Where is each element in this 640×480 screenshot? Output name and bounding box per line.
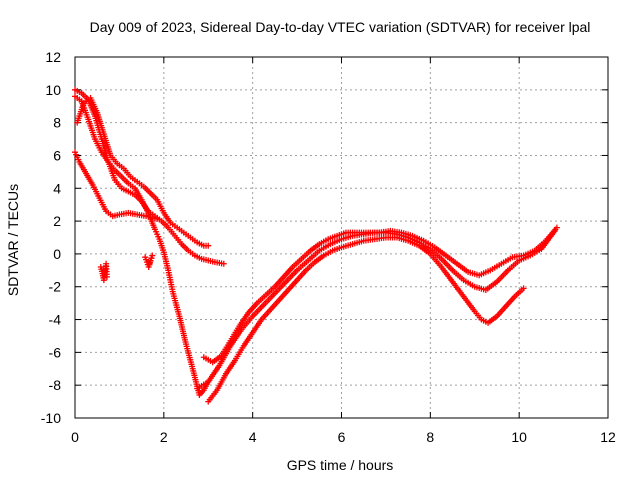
- x-tick-label: 12: [600, 429, 616, 445]
- x-axis-title: GPS time / hours: [287, 457, 394, 473]
- y-tick-label: 4: [53, 180, 61, 196]
- data-point-marker: [103, 273, 110, 280]
- series-track-a: [72, 93, 212, 399]
- y-tick-label: -4: [49, 312, 62, 328]
- data-point-marker: [220, 260, 227, 267]
- series-track-e: [205, 234, 527, 405]
- data-point-marker: [146, 260, 153, 267]
- y-tick-label: 12: [45, 49, 61, 65]
- data-point-marker: [147, 258, 154, 265]
- y-tick-label: -6: [49, 344, 62, 360]
- y-tick-label: 2: [53, 213, 61, 229]
- data-point-marker: [156, 216, 163, 223]
- x-tick-label: 4: [249, 429, 257, 445]
- x-tick-label: 2: [160, 429, 168, 445]
- y-tick-label: -8: [49, 377, 62, 393]
- x-tick-label: 6: [338, 429, 346, 445]
- data-point-marker: [553, 224, 560, 231]
- y-tick-label: -2: [49, 279, 62, 295]
- series-track-g: [200, 224, 560, 366]
- y-tick-label: -10: [41, 410, 61, 426]
- data-point-marker: [148, 255, 155, 262]
- series-track-c: [74, 95, 212, 249]
- x-tick-label: 0: [71, 429, 79, 445]
- data-point-marker: [149, 252, 156, 259]
- chart-title: Day 009 of 2023, Sidereal Day-to-day VTE…: [90, 19, 591, 35]
- x-tick-label: 8: [426, 429, 434, 445]
- y-tick-label: 10: [45, 82, 61, 98]
- y-tick-label: 6: [53, 147, 61, 163]
- series: [72, 86, 560, 405]
- y-tick-label: 0: [53, 246, 61, 262]
- y-tick-label: 8: [53, 115, 61, 131]
- x-tick-label: 10: [511, 429, 527, 445]
- data-point-marker: [205, 242, 212, 249]
- tick-labels: 0 2 4 6 8 10 12 -10 -8 -6 -4 -2 0 2 4 6 8 10 12: [41, 49, 616, 445]
- series-track-d: [72, 149, 163, 223]
- series-cluster-2: [142, 252, 156, 271]
- y-axis-title: SDTVAR / TECUs: [5, 184, 21, 296]
- series-cluster-1: [97, 260, 110, 284]
- data-point-marker: [520, 285, 527, 292]
